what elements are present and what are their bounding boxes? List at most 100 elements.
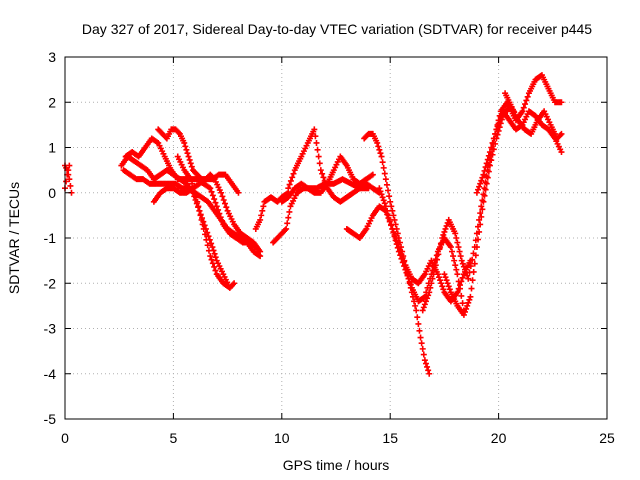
data-point (374, 139, 381, 146)
data-point (519, 108, 526, 115)
data-point (459, 274, 466, 281)
data-point (218, 217, 225, 224)
data-point (467, 293, 474, 300)
data-point (182, 143, 189, 150)
series-arc-7 (150, 171, 242, 205)
data-point (454, 239, 461, 246)
data-point (223, 204, 230, 211)
data-point (198, 216, 205, 223)
data-point (488, 144, 495, 151)
data-point (496, 117, 503, 124)
data-point (429, 275, 436, 282)
data-point (215, 206, 222, 213)
data-point (477, 221, 484, 228)
data-point (284, 220, 291, 227)
y-tick-label: 1 (48, 140, 56, 156)
data-point (205, 247, 212, 254)
data-point (290, 170, 297, 177)
data-point (216, 210, 223, 217)
data-point (447, 244, 454, 251)
data-point (473, 244, 480, 251)
data-point (315, 153, 322, 160)
data-point (380, 197, 387, 204)
data-point (458, 257, 465, 264)
data-point (192, 194, 199, 201)
data-point (460, 263, 467, 270)
data-point (427, 284, 434, 291)
data-point (208, 188, 215, 195)
data-point (468, 285, 475, 292)
data-point (207, 185, 214, 192)
series-arc-14 (361, 130, 433, 377)
data-point (379, 194, 386, 201)
data-point (443, 277, 450, 284)
data-point (376, 146, 383, 153)
data-point (481, 167, 488, 174)
data-point (282, 227, 289, 234)
data-point (207, 253, 214, 260)
data-point (465, 275, 472, 282)
data-point (417, 334, 424, 341)
data-point (311, 126, 318, 133)
y-axis-title: SDTVAR / TECUs (6, 182, 22, 294)
data-point (184, 150, 191, 157)
data-point (420, 351, 427, 358)
data-point (430, 271, 437, 278)
data-point (398, 255, 405, 262)
data-point (452, 262, 459, 269)
data-point (450, 253, 457, 260)
data-point (185, 153, 192, 160)
data-point (218, 189, 225, 196)
data-point (379, 159, 386, 166)
y-tick-label: -1 (44, 230, 57, 246)
data-point (455, 278, 462, 285)
data-point (419, 345, 426, 352)
data-point (378, 191, 385, 198)
axis-ticks (64, 56, 608, 420)
data-point (476, 228, 483, 235)
data-point (457, 253, 464, 260)
data-point (443, 222, 450, 229)
data-point (486, 162, 493, 169)
data-point (380, 164, 387, 171)
data-point (217, 214, 224, 221)
data-point (208, 240, 215, 247)
data-point (190, 185, 197, 192)
grid-lines (65, 57, 607, 419)
data-point (416, 327, 423, 334)
data-point (413, 307, 420, 314)
data-point (197, 212, 204, 219)
data-point (456, 248, 463, 255)
data-point (426, 370, 433, 377)
y-tick-label: -3 (44, 321, 57, 337)
tick-labels: 0 5 10 15 20 25 -5 -4 -3 -2 -1 0 1 2 3 (44, 49, 615, 446)
data-point (390, 229, 397, 236)
data-point (385, 187, 392, 194)
data-point (454, 271, 461, 278)
data-point (453, 235, 460, 241)
series-arc-16 (419, 99, 517, 314)
data-point (377, 188, 384, 195)
data-point (438, 280, 445, 287)
data-point (285, 185, 292, 192)
data-point (436, 245, 443, 252)
data-point (472, 252, 479, 259)
data-point (189, 180, 196, 187)
data-point (387, 198, 394, 205)
data-point (494, 123, 501, 130)
data-point (381, 170, 388, 177)
data-point (393, 241, 400, 248)
x-tick-label: 0 (61, 430, 69, 446)
data-point (259, 207, 266, 214)
data-point (424, 363, 431, 370)
y-tick-label: 3 (48, 49, 56, 65)
x-tick-label: 15 (382, 430, 398, 446)
data-point (404, 272, 411, 279)
data-point (459, 300, 466, 307)
data-point (442, 274, 449, 281)
data-point (446, 286, 453, 293)
series-arc-12 (278, 153, 376, 205)
data-point (175, 129, 182, 136)
data-point (439, 235, 446, 241)
data-point (397, 252, 404, 259)
